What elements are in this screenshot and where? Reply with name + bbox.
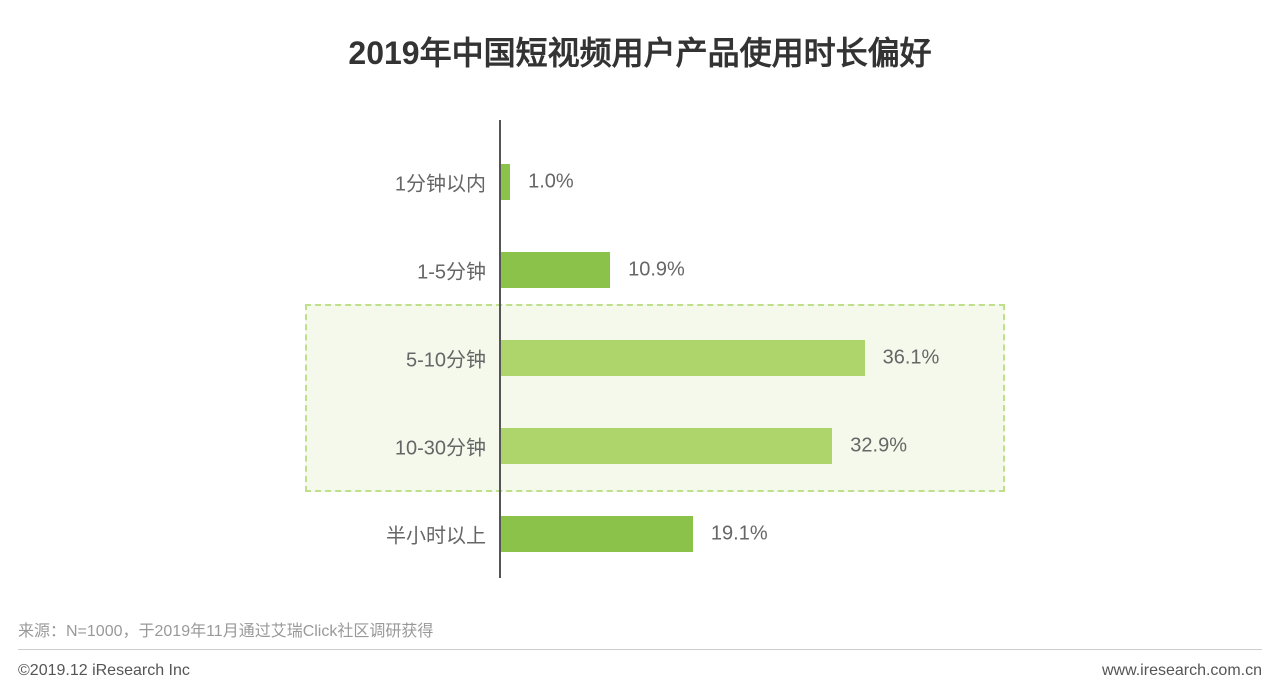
footer: ©2019.12 iResearch Inc www.iresearch.com… [18, 662, 1262, 680]
bar-row: 10-30分钟 32.9% [0, 422, 1280, 470]
bar-row: 5-10分钟 36.1% [0, 334, 1280, 382]
bar-row: 1分钟以内 1.0% [0, 158, 1280, 206]
copyright-text: ©2019.12 iResearch Inc [18, 662, 190, 680]
value-label: 36.1% [883, 347, 940, 370]
bar [500, 164, 510, 200]
source-note: 来源：N=1000，于2019年11月通过艾瑞Click社区调研获得 [18, 617, 1262, 650]
y-axis-line [499, 120, 501, 578]
value-label: 1.0% [528, 171, 574, 194]
category-label: 1-5分钟 [417, 256, 486, 285]
website-url: www.iresearch.com.cn [1102, 662, 1262, 680]
value-label: 10.9% [628, 259, 685, 282]
category-label: 半小时以上 [386, 520, 486, 549]
value-label: 19.1% [711, 523, 768, 546]
chart-title: 2019年中国短视频用户产品使用时长偏好 [0, 0, 1280, 74]
bar [500, 516, 693, 552]
bar [500, 428, 832, 464]
category-label: 1分钟以内 [395, 168, 486, 197]
bar-row: 1-5分钟 10.9% [0, 246, 1280, 294]
category-label: 10-30分钟 [395, 432, 486, 461]
category-label: 5-10分钟 [406, 344, 486, 373]
bar-row: 半小时以上 19.1% [0, 510, 1280, 558]
bar [500, 340, 865, 376]
chart-area: 1分钟以内 1.0% 1-5分钟 10.9% 5-10分钟 36.1% 10-30分钟 32.… [0, 120, 1280, 600]
value-label: 32.9% [850, 435, 907, 458]
bar [500, 252, 610, 288]
